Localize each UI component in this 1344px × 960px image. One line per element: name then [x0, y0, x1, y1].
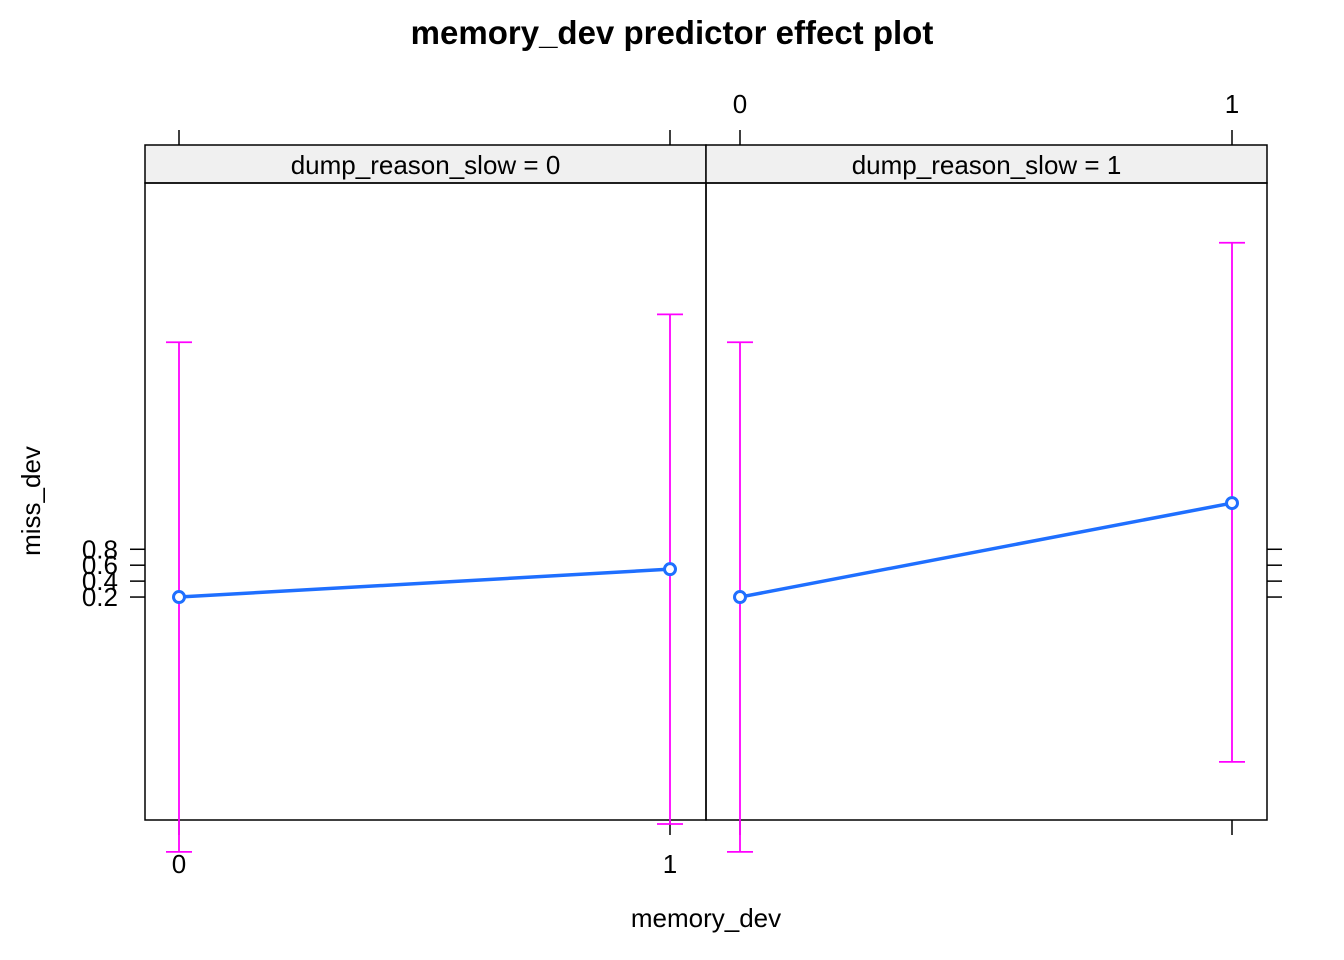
fit-line-panel1 — [178, 567, 671, 599]
fit-point-panel2-0 — [733, 590, 747, 605]
y-tick-label-0: 0.2 — [82, 582, 118, 612]
strip-panel-1 — [144, 144, 707, 184]
fit-line-panel2 — [739, 501, 1233, 599]
strip-label-panel-2: dump_reason_slow = 1 — [852, 150, 1122, 180]
fit-point-panel1-0 — [172, 590, 186, 605]
fit-point-panel1-1 — [663, 562, 677, 577]
plot-marks — [166, 241, 1245, 853]
y-axis-ticks: 0.20.40.60.8 — [82, 534, 1282, 612]
y-tick-label-3: 0.8 — [82, 534, 118, 564]
x-axis-label: memory_dev — [631, 903, 781, 933]
panel-2-frame — [705, 182, 1268, 821]
chart-title: memory_dev predictor effect plot — [411, 14, 934, 51]
x-tick-label-bottom-1: 1 — [663, 849, 677, 879]
panel-1-frame — [144, 182, 707, 821]
y-axis-label: miss_dev — [16, 446, 46, 556]
fit-point-panel2-1 — [1225, 496, 1239, 511]
strip-panel-2 — [705, 144, 1268, 184]
y-tick-label-2: 0.6 — [82, 550, 118, 580]
strip-label-panel-1: dump_reason_slow = 0 — [291, 150, 561, 180]
x-tick-label-top-0: 0 — [733, 89, 747, 119]
x-tick-label-top-1: 1 — [1225, 89, 1239, 119]
y-tick-label-1: 0.4 — [82, 566, 118, 596]
x-tick-label-bottom-0: 0 — [172, 849, 186, 879]
